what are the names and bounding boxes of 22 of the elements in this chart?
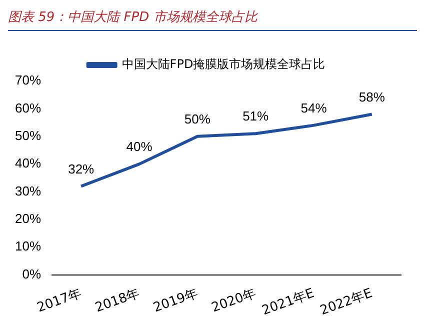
x-tick-label: 2020年 (210, 286, 258, 316)
x-tick-label: 2017年 (35, 286, 84, 316)
x-tick-label: 2021年E (260, 286, 316, 319)
data-label: 32% (68, 161, 95, 176)
y-tick-label: 60% (14, 100, 42, 116)
data-label: 40% (126, 139, 153, 154)
chart-title: 图表 59：中国大陆 FPD 市场规模全球占比 (8, 8, 417, 31)
x-tick-label: 2022年E (318, 286, 374, 319)
y-tick-label: 40% (14, 156, 42, 171)
x-tick-label: 2019年 (152, 286, 200, 316)
y-tick-label: 0% (22, 266, 42, 282)
data-label: 58% (358, 89, 386, 104)
legend-label: 中国大陆FPD掩膜版市场规模全球占比 (122, 57, 326, 72)
y-tick-label: 50% (14, 128, 42, 143)
x-tick-label: 2018年 (93, 286, 142, 316)
y-tick-label: 20% (14, 211, 42, 226)
data-label: 51% (242, 108, 270, 124)
y-tick-label: 10% (14, 238, 42, 254)
y-tick-label: 30% (14, 183, 42, 198)
data-label: 50% (184, 111, 211, 126)
data-label: 54% (300, 100, 328, 116)
y-tick-label: 70% (14, 72, 42, 88)
